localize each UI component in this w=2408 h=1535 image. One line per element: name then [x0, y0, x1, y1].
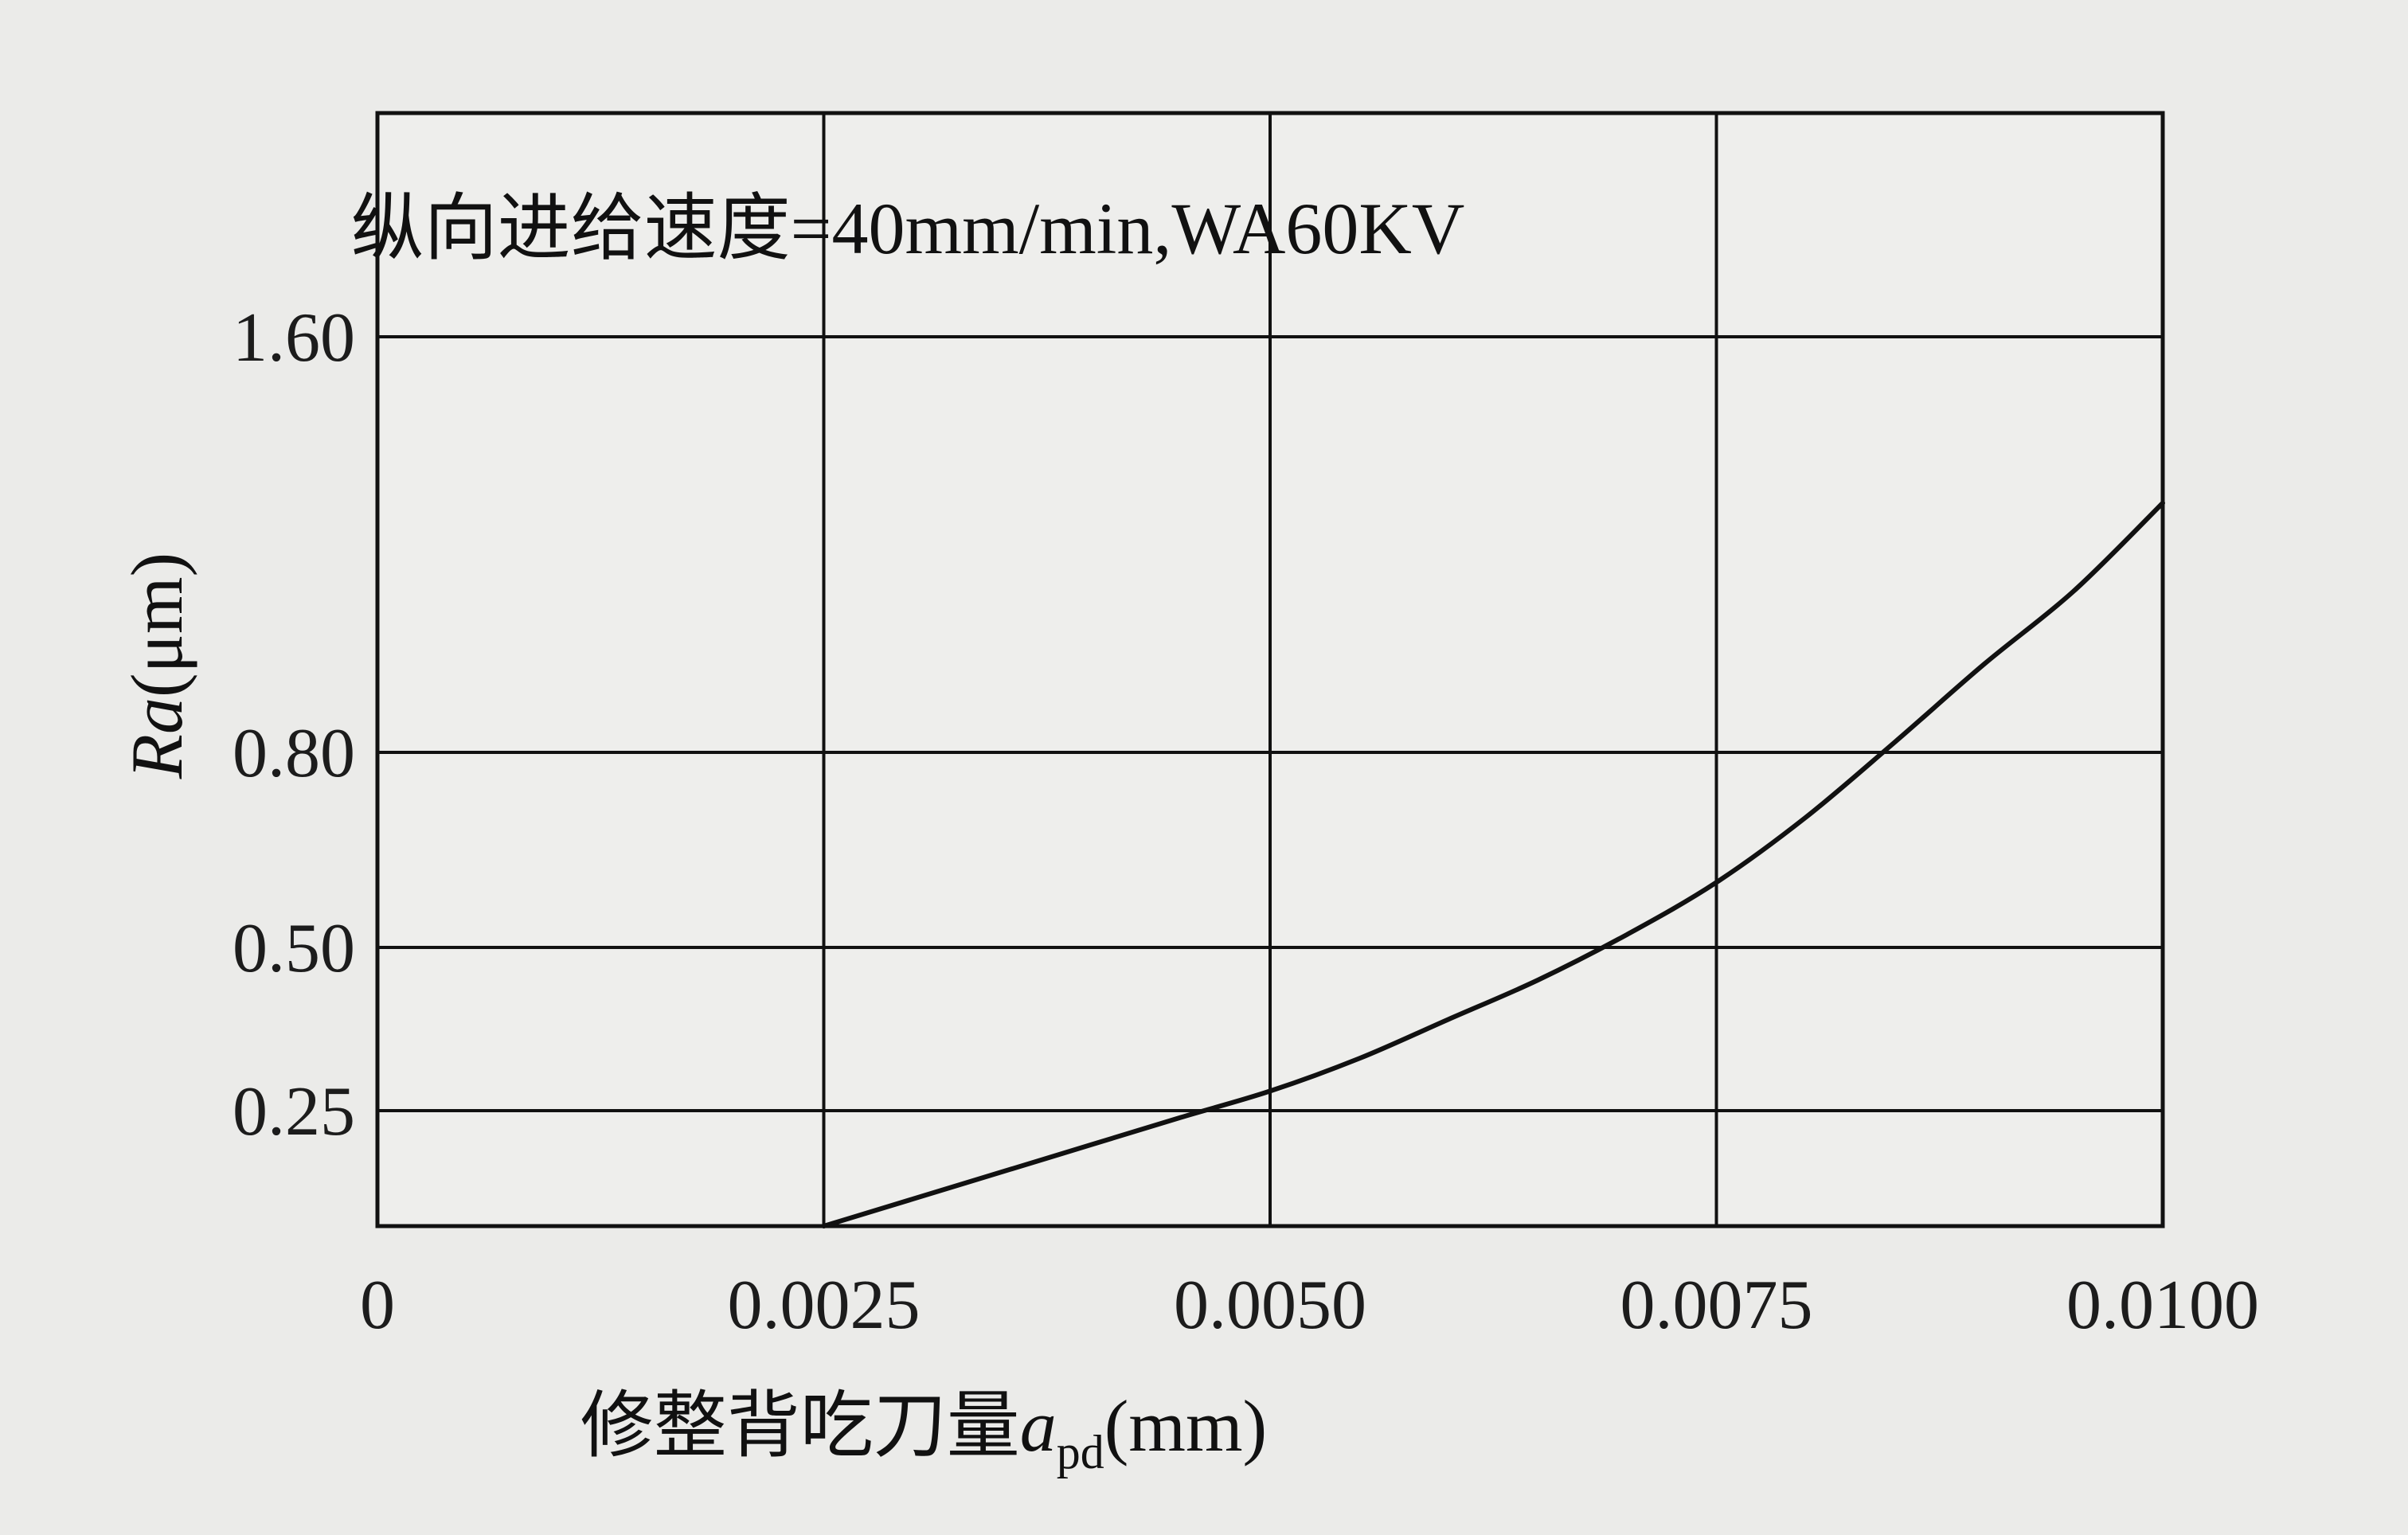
x-tick-label-2: 0.0050 — [1174, 1267, 1366, 1344]
y-tick-label-3: 1.60 — [233, 299, 355, 377]
x-tick-label-0: 0 — [360, 1267, 395, 1344]
y-axis-label: Ra(μm) — [116, 553, 197, 779]
x-axis-label-text: 修整背吃刀量 — [580, 1385, 1020, 1467]
plot-frame — [375, 111, 2165, 1228]
x-tick-label-4: 0.0100 — [2066, 1267, 2259, 1344]
series-line — [821, 500, 2165, 1228]
tick-labels: 0 0.0025 0.0050 0.0075 0.0100 0.25 0.50 0.80 1.6… — [233, 299, 2259, 1344]
x-tick-label-1: 0.0025 — [728, 1267, 921, 1344]
y-axis-label-symbol: Ra — [116, 697, 197, 779]
y-axis-label-unit: (μm) — [116, 553, 197, 697]
y-tick-label-2: 0.80 — [233, 715, 355, 792]
chart-title: 纵向进给速度=40mm/min,WA60KV — [351, 188, 1465, 269]
x-axis-label-unit: (mm) — [1104, 1385, 1267, 1467]
x-tick-label-3: 0.0075 — [1620, 1267, 1813, 1344]
y-tick-label-1: 0.50 — [233, 910, 355, 987]
x-axis-label-symbol: a — [1020, 1385, 1057, 1467]
x-axis-label-subscript: pd — [1057, 1426, 1104, 1478]
x-axis-label: 修整背吃刀量apd(mm) — [580, 1385, 1267, 1478]
grid-lines — [377, 113, 2163, 1226]
y-tick-label-0: 0.25 — [233, 1073, 355, 1150]
